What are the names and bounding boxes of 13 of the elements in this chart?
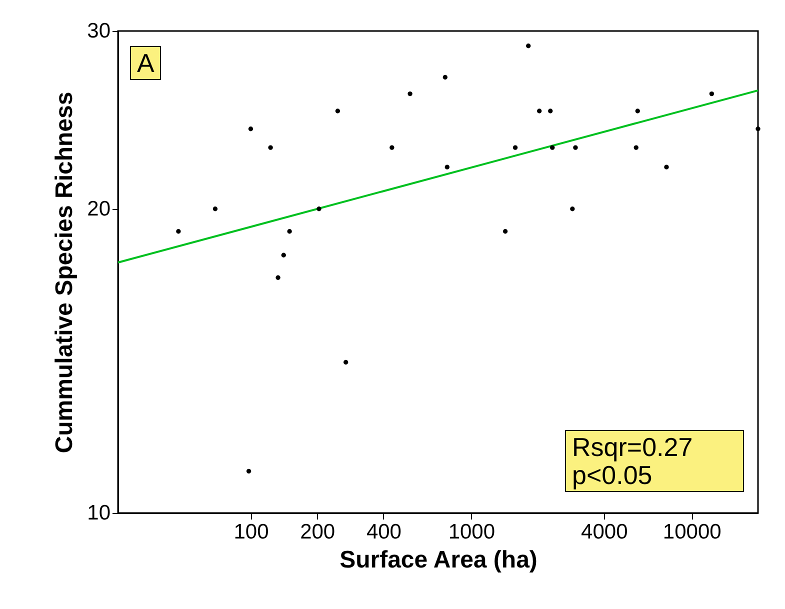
- y-tick-label: 20: [87, 197, 110, 220]
- x-tick-label: 200: [300, 520, 336, 544]
- x-tick-label: 100: [234, 520, 269, 544]
- x-tick-label: 400: [366, 520, 402, 544]
- x-axis-title: Surface Area (ha): [340, 546, 538, 574]
- note-box: Rsqr=0.27 p<0.05: [565, 430, 744, 492]
- x-tick-label: 1000: [448, 520, 496, 544]
- note-box: A: [130, 46, 162, 80]
- y-tick-label: 10: [87, 502, 110, 524]
- x-tick-label: 4000: [581, 520, 628, 544]
- y-tick-label: 30: [87, 20, 110, 42]
- y-axis-title: Cummulative Species Richness: [51, 92, 78, 454]
- x-tick-label: 10000: [662, 520, 722, 544]
